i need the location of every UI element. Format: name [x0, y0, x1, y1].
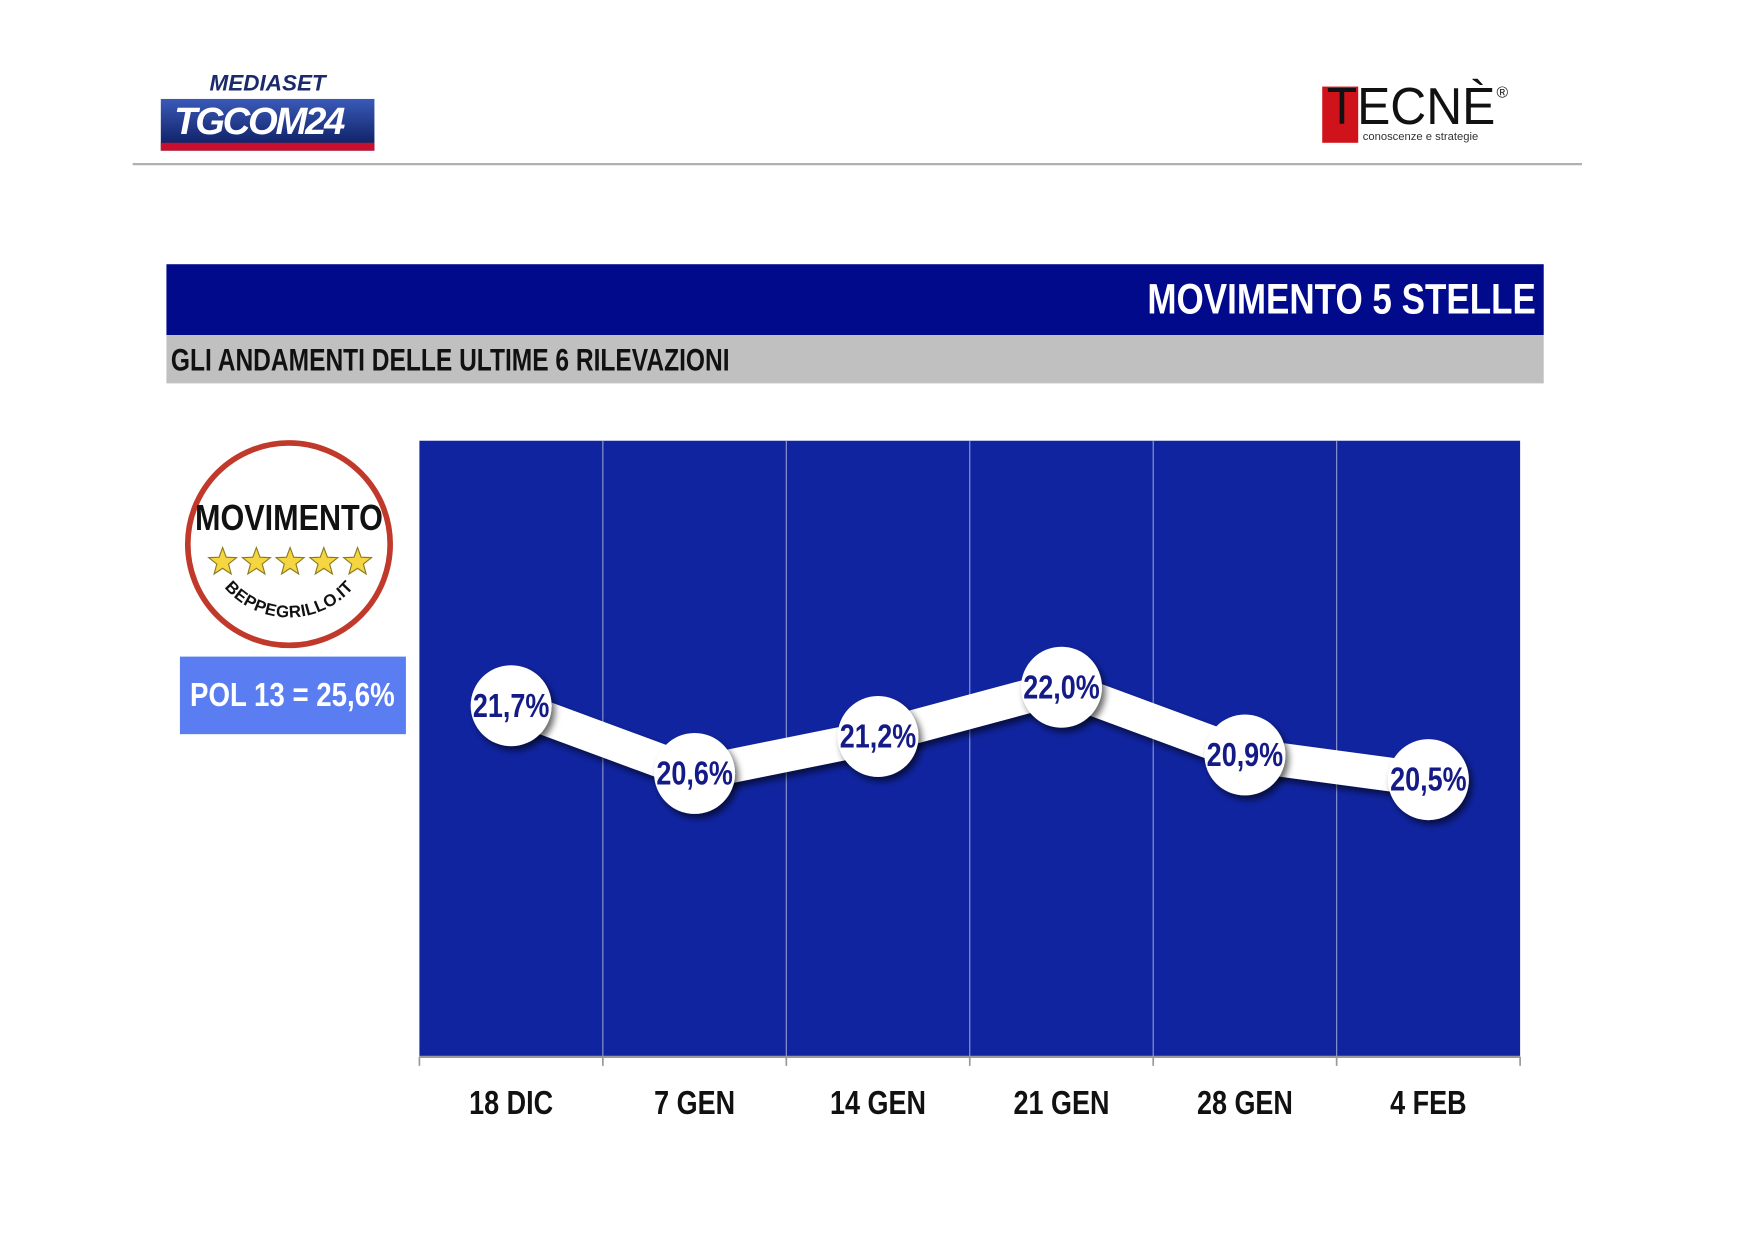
logo-main-text: TECNÈ: [1327, 77, 1496, 135]
annotation: POL 13 = 25,6%: [190, 675, 395, 713]
data-point: [654, 732, 736, 814]
data-point: [1021, 646, 1102, 728]
x-tick-label: 14 GEN: [830, 1084, 926, 1122]
data-label: 20,9%: [1207, 736, 1283, 774]
data-point: [1204, 714, 1286, 796]
logo-top-text: MOVIMENTO: [195, 499, 383, 539]
x-tick-label: 7 GEN: [654, 1084, 735, 1122]
star: [207, 545, 239, 576]
data-label: 21,2%: [840, 718, 916, 756]
star: [308, 545, 340, 576]
logo-square: [1322, 86, 1359, 143]
party-logo: MOVIMENTO BEPPEGRILLO.IT: [184, 440, 393, 649]
logo-ring: [184, 440, 393, 649]
logo-main-text: TGCOM24: [174, 100, 345, 143]
x-tick-label: 21 GEN: [1014, 1084, 1110, 1122]
data-point: [470, 665, 552, 747]
tecne-logo: TECNÈ ® conoscenze e strategie: [1322, 77, 1509, 143]
data-label: 20,6%: [656, 755, 732, 793]
annotation-box: [179, 656, 406, 735]
logo-stripe: [160, 142, 375, 151]
data-label: 20,5%: [1390, 761, 1466, 799]
data-label: 21,7%: [473, 687, 549, 725]
tgcom-logo: MEDIASET TGCOM24: [160, 70, 375, 151]
x-tick-label: 18 DIC: [469, 1084, 553, 1122]
x-tick-label: 4 FEB: [1390, 1084, 1466, 1122]
star: [274, 545, 306, 576]
chart-subtitle: GLI ANDAMENTI DELLE ULTIME 6 RILEVAZIONI: [171, 341, 730, 377]
logo-box: [160, 98, 375, 151]
star: [342, 545, 374, 576]
data-point: [1387, 739, 1469, 821]
logo-tagline: conoscenze e strategie: [1363, 131, 1479, 143]
chart-title: MOVIMENTO 5 STELLE: [1147, 277, 1535, 324]
logo-top-text: MEDIASET: [210, 70, 328, 95]
subtitle-bar: [166, 335, 1544, 384]
data-point: [837, 695, 919, 777]
star: [240, 545, 272, 576]
data-label: 22,0%: [1023, 669, 1099, 707]
stars: [207, 545, 374, 576]
logo-mark: ®: [1497, 84, 1509, 101]
title-bar: [166, 264, 1544, 336]
plot: 21,7% 20,6% 21,2% 22,0% 20,9% 20,5% 18 DIC 7 GE…: [418, 440, 1521, 1122]
x-tick-label: 28 GEN: [1197, 1084, 1293, 1122]
